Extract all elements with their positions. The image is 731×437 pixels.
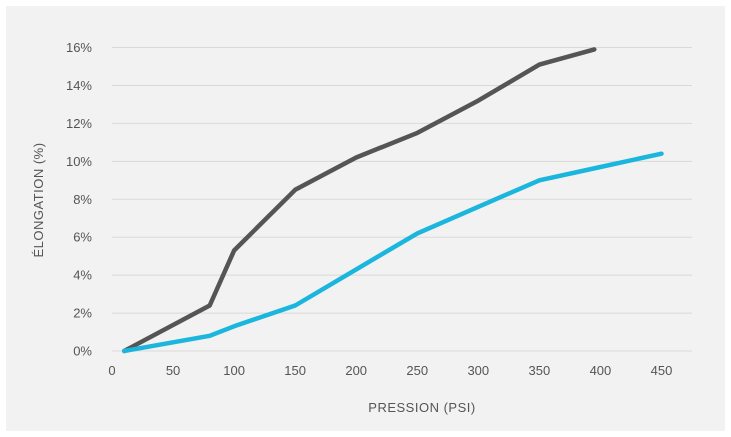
x-axis-title: PRESSION (PSI) bbox=[368, 400, 475, 415]
x-tick-label: 450 bbox=[651, 363, 673, 378]
x-axis-ticks: 0 50 100 150 200 250 300 350 400 450 bbox=[108, 363, 672, 378]
y-tick-label: 8% bbox=[73, 192, 92, 207]
series-lines bbox=[121, 47, 664, 354]
x-tick-label: 300 bbox=[467, 363, 489, 378]
y-tick-label: 0% bbox=[73, 344, 92, 359]
y-tick-label: 16% bbox=[66, 40, 92, 55]
y-axis-ticks: 0% 2% 4% 6% 8% 10% 12% 14% 16% bbox=[66, 40, 92, 359]
series-line-1 bbox=[121, 47, 597, 354]
y-tick-label: 4% bbox=[73, 268, 92, 283]
x-tick-label: 150 bbox=[284, 363, 306, 378]
y-tick-label: 2% bbox=[73, 306, 92, 321]
series-line-2 bbox=[121, 151, 664, 354]
y-tick-label: 6% bbox=[73, 230, 92, 245]
x-tick-label: 350 bbox=[529, 363, 551, 378]
y-tick-label: 10% bbox=[66, 154, 92, 169]
x-tick-label: 50 bbox=[166, 363, 180, 378]
y-tick-label: 12% bbox=[66, 116, 92, 131]
x-tick-label: 400 bbox=[590, 363, 612, 378]
gridlines bbox=[112, 47, 692, 352]
x-tick-label: 100 bbox=[223, 363, 245, 378]
y-axis-title: ÉLONGATION (%) bbox=[31, 142, 46, 257]
x-tick-label: 0 bbox=[108, 363, 115, 378]
x-tick-label: 250 bbox=[406, 363, 428, 378]
chart-panel bbox=[6, 6, 725, 431]
x-tick-label: 200 bbox=[345, 363, 367, 378]
y-tick-label: 14% bbox=[66, 78, 92, 93]
